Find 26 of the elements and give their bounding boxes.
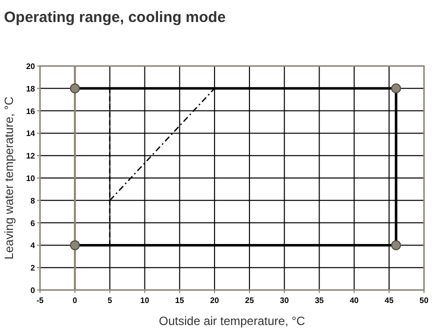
y-tick-label: 8: [30, 196, 36, 206]
x-tick-label: 15: [175, 296, 185, 305]
x-axis-title: Outside air temperature, °C: [158, 314, 306, 328]
y-tick-label: 20: [26, 62, 36, 71]
y-tick-label: 18: [26, 84, 36, 94]
x-tick-label: 50: [420, 296, 429, 305]
y-tick-label: 12: [26, 152, 36, 161]
y-tick-label: 10: [26, 174, 36, 183]
y-tick-label: 0: [30, 286, 36, 295]
y-axis-title: Leaving water temperature, °C: [2, 96, 16, 260]
y-tick-label: 14: [26, 129, 36, 138]
x-tick-label: 10: [140, 296, 150, 305]
x-tick-label: 25: [245, 296, 254, 305]
x-tick-label: 30: [280, 296, 290, 305]
x-tick-label: 35: [314, 296, 324, 305]
x-tick-label: 20: [210, 296, 220, 305]
x-tick-label: 40: [350, 296, 360, 305]
x-tick-label: 45: [384, 296, 394, 305]
y-tick-label: 2: [30, 264, 36, 273]
chart-title: Operating range, cooling mode: [4, 9, 226, 26]
x-tick-label: -5: [36, 296, 44, 305]
x-tick-label: 5: [108, 296, 113, 305]
x-tick-label: 0: [72, 296, 78, 305]
y-tick-label: 4: [30, 241, 36, 250]
y-tick-label: 16: [26, 106, 36, 116]
y-tick-label: 6: [30, 218, 36, 228]
